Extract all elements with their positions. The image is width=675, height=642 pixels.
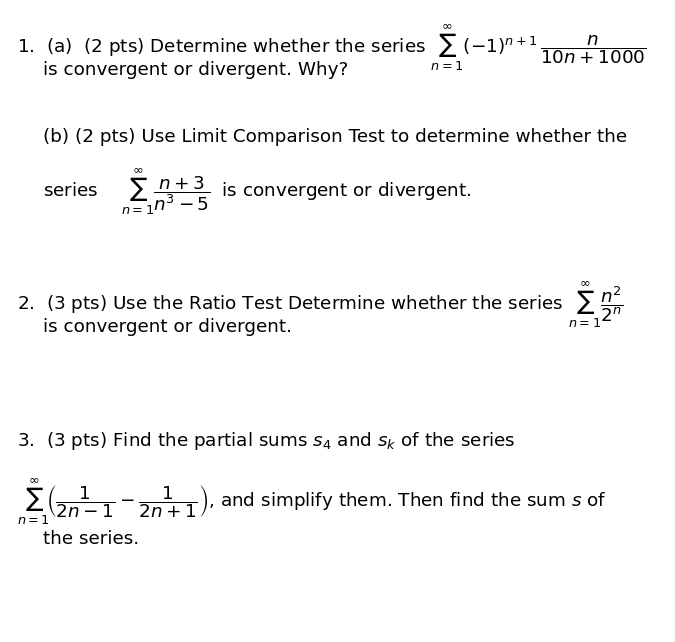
Text: 1.  (a)  (2 pts) Determine whether the series $\sum_{n=1}^{\infty}(-1)^{n+1}\,\d: 1. (a) (2 pts) Determine whether the ser… bbox=[17, 22, 646, 73]
Text: the series.: the series. bbox=[43, 530, 138, 548]
Text: 3.  (3 pts) Find the partial sums $s_4$ and $s_k$ of the series: 3. (3 pts) Find the partial sums $s_4$ a… bbox=[17, 430, 516, 452]
Text: is convergent or divergent.: is convergent or divergent. bbox=[43, 318, 292, 336]
Text: series $\quad\sum_{n=1}^{\infty}\dfrac{n+3}{n^3-5}\;$ is convergent or divergent: series $\quad\sum_{n=1}^{\infty}\dfrac{n… bbox=[43, 167, 471, 217]
Text: is convergent or divergent. Why?: is convergent or divergent. Why? bbox=[43, 61, 348, 79]
Text: $\sum_{n=1}^{\infty}\!\left(\dfrac{1}{2n-1}-\dfrac{1}{2n+1}\right)$, and simplif: $\sum_{n=1}^{\infty}\!\left(\dfrac{1}{2n… bbox=[17, 476, 606, 526]
Text: (b) (2 pts) Use Limit Comparison Test to determine whether the: (b) (2 pts) Use Limit Comparison Test to… bbox=[43, 128, 626, 146]
Text: 2.  (3 pts) Use the Ratio Test Determine whether the series $\sum_{n=1}^{\infty}: 2. (3 pts) Use the Ratio Test Determine … bbox=[17, 279, 623, 329]
